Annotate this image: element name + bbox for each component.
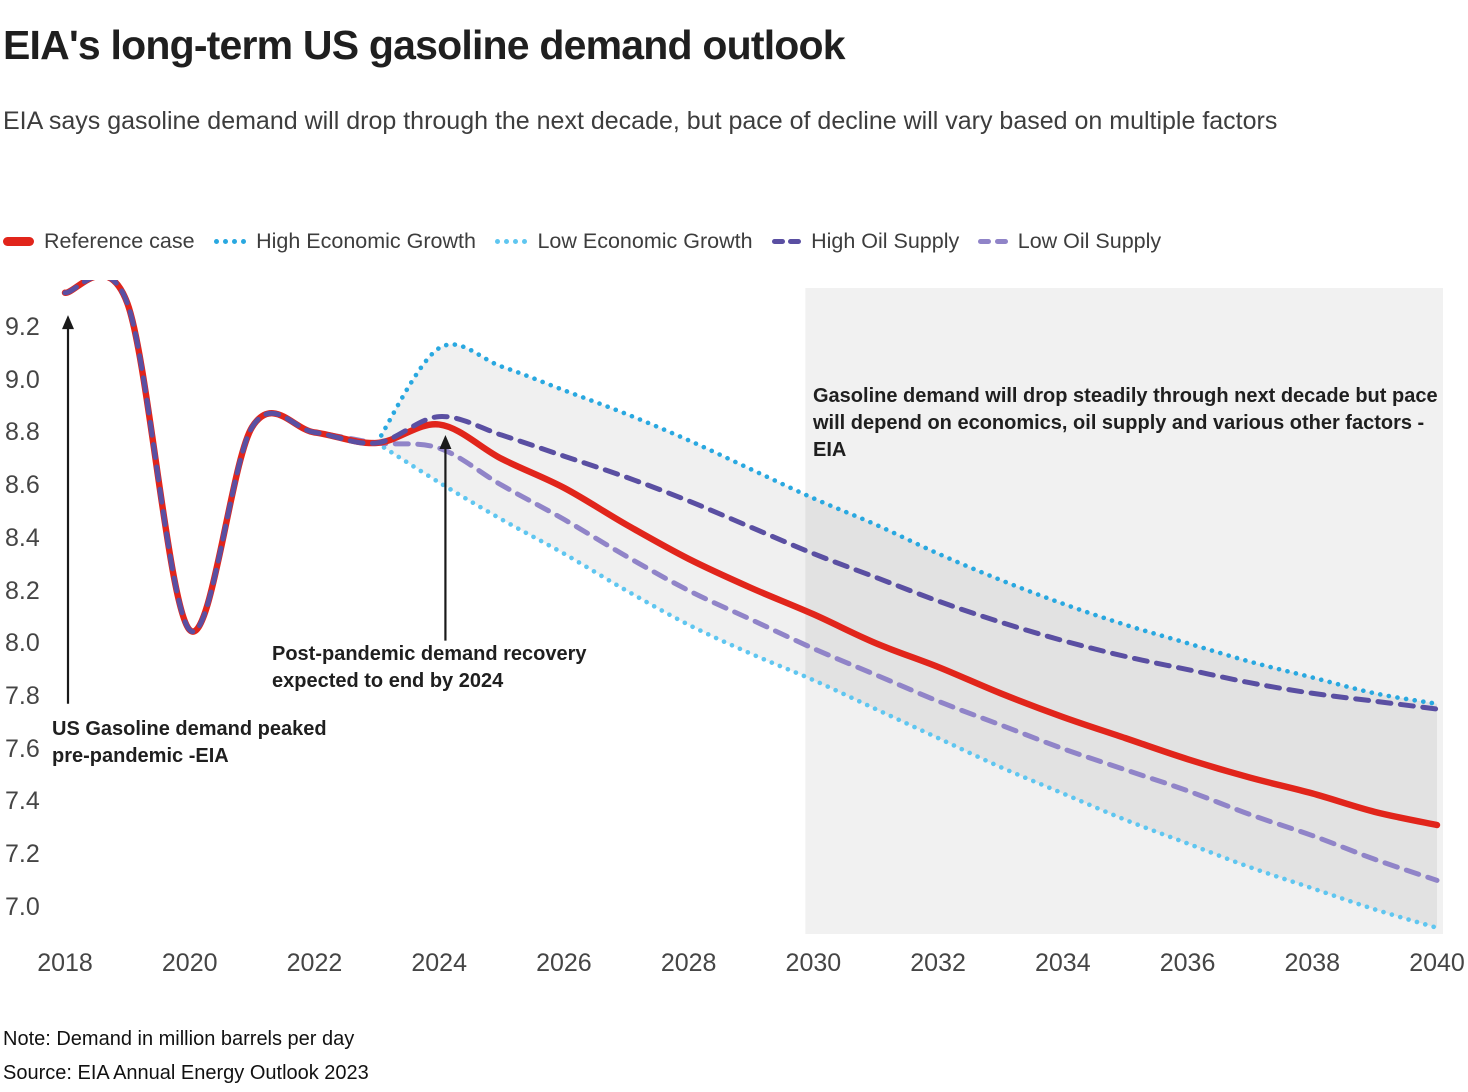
x-tick-label: 2040 xyxy=(1409,949,1465,977)
page-subtitle: EIA says gasoline demand will drop throu… xyxy=(3,107,1278,135)
x-tick-label: 2034 xyxy=(1035,949,1091,977)
x-tick-label: 2032 xyxy=(910,949,966,977)
chart-canvas xyxy=(61,280,1444,934)
high-economic-growth-swatch-icon xyxy=(213,238,247,245)
y-tick-label: 8.4 xyxy=(5,523,40,552)
series-line-low-economic-growth xyxy=(374,440,1440,931)
y-tick-label: 7.8 xyxy=(5,681,40,710)
legend-item-low-economic-growth: Low Economic Growth xyxy=(494,229,753,254)
x-tick-label: 2038 xyxy=(1284,949,1341,977)
x-tick-label: 2028 xyxy=(660,949,717,977)
x-tick-label: 2036 xyxy=(1159,949,1216,977)
high-oil-supply-swatch-icon xyxy=(771,238,802,245)
reference-case-swatch-icon xyxy=(3,237,34,246)
legend-label: Reference case xyxy=(44,229,195,253)
legend-label: High Oil Supply xyxy=(811,229,960,253)
arrow-recovery-2024-icon xyxy=(439,435,452,450)
legend-label: High Economic Growth xyxy=(256,229,476,253)
x-tick-label: 2026 xyxy=(536,949,592,977)
series-line-high-oil-supply xyxy=(62,280,1440,712)
y-tick-label: 9.0 xyxy=(5,365,40,394)
y-tick-label: 9.2 xyxy=(5,313,40,341)
x-tick-label: 2024 xyxy=(411,949,467,977)
uncertainty-band xyxy=(376,344,1438,928)
legend-label: Low Economic Growth xyxy=(537,229,753,253)
x-tick-label: 2022 xyxy=(286,949,343,977)
low-oil-supply-swatch-icon xyxy=(978,238,1008,245)
chart-source: Source: EIA Annual Energy Outlook 2023 xyxy=(3,1062,369,1084)
page-title: EIA's long-term US gasoline demand outlo… xyxy=(3,22,846,68)
low-economic-growth-swatch-icon xyxy=(494,238,528,245)
legend-label: Low Oil Supply xyxy=(1017,229,1162,253)
y-tick-label: 7.0 xyxy=(5,892,40,921)
y-tick-label: 8.6 xyxy=(5,471,40,500)
y-tick-label: 7.2 xyxy=(5,840,40,868)
y-tick-label: 7.4 xyxy=(5,787,40,816)
legend-item-reference-case: Reference case xyxy=(3,229,195,254)
legend: Reference case High Economic Growth Low … xyxy=(3,229,1161,254)
x-tick-label: 2018 xyxy=(37,949,93,977)
annotation-demand-peaked: US Gasoline demand peaked pre-pandemic -… xyxy=(52,718,327,767)
y-tick-label: 7.6 xyxy=(5,734,40,763)
x-tick-label: 2030 xyxy=(785,949,842,977)
annotation-highlight-note: Gasoline demand will drop steadily throu… xyxy=(813,385,1438,461)
y-tick-label: 8.8 xyxy=(5,418,40,447)
legend-item-low-oil-supply: Low Oil Supply xyxy=(978,229,1161,254)
y-tick-label: 8.0 xyxy=(5,629,40,658)
x-tick-label: 2020 xyxy=(161,949,218,977)
chart-note: Note: Demand in million barrels per day xyxy=(3,1028,355,1050)
legend-item-high-economic-growth: High Economic Growth xyxy=(213,229,476,254)
y-tick-label: 8.2 xyxy=(5,576,40,605)
arrow-demand-peaked-icon xyxy=(62,315,74,330)
annotation-post-pandemic-recovery: Post-pandemic demand recovery expected t… xyxy=(272,643,587,692)
legend-item-high-oil-supply: High Oil Supply xyxy=(771,229,960,254)
highlight-region xyxy=(805,288,1444,934)
